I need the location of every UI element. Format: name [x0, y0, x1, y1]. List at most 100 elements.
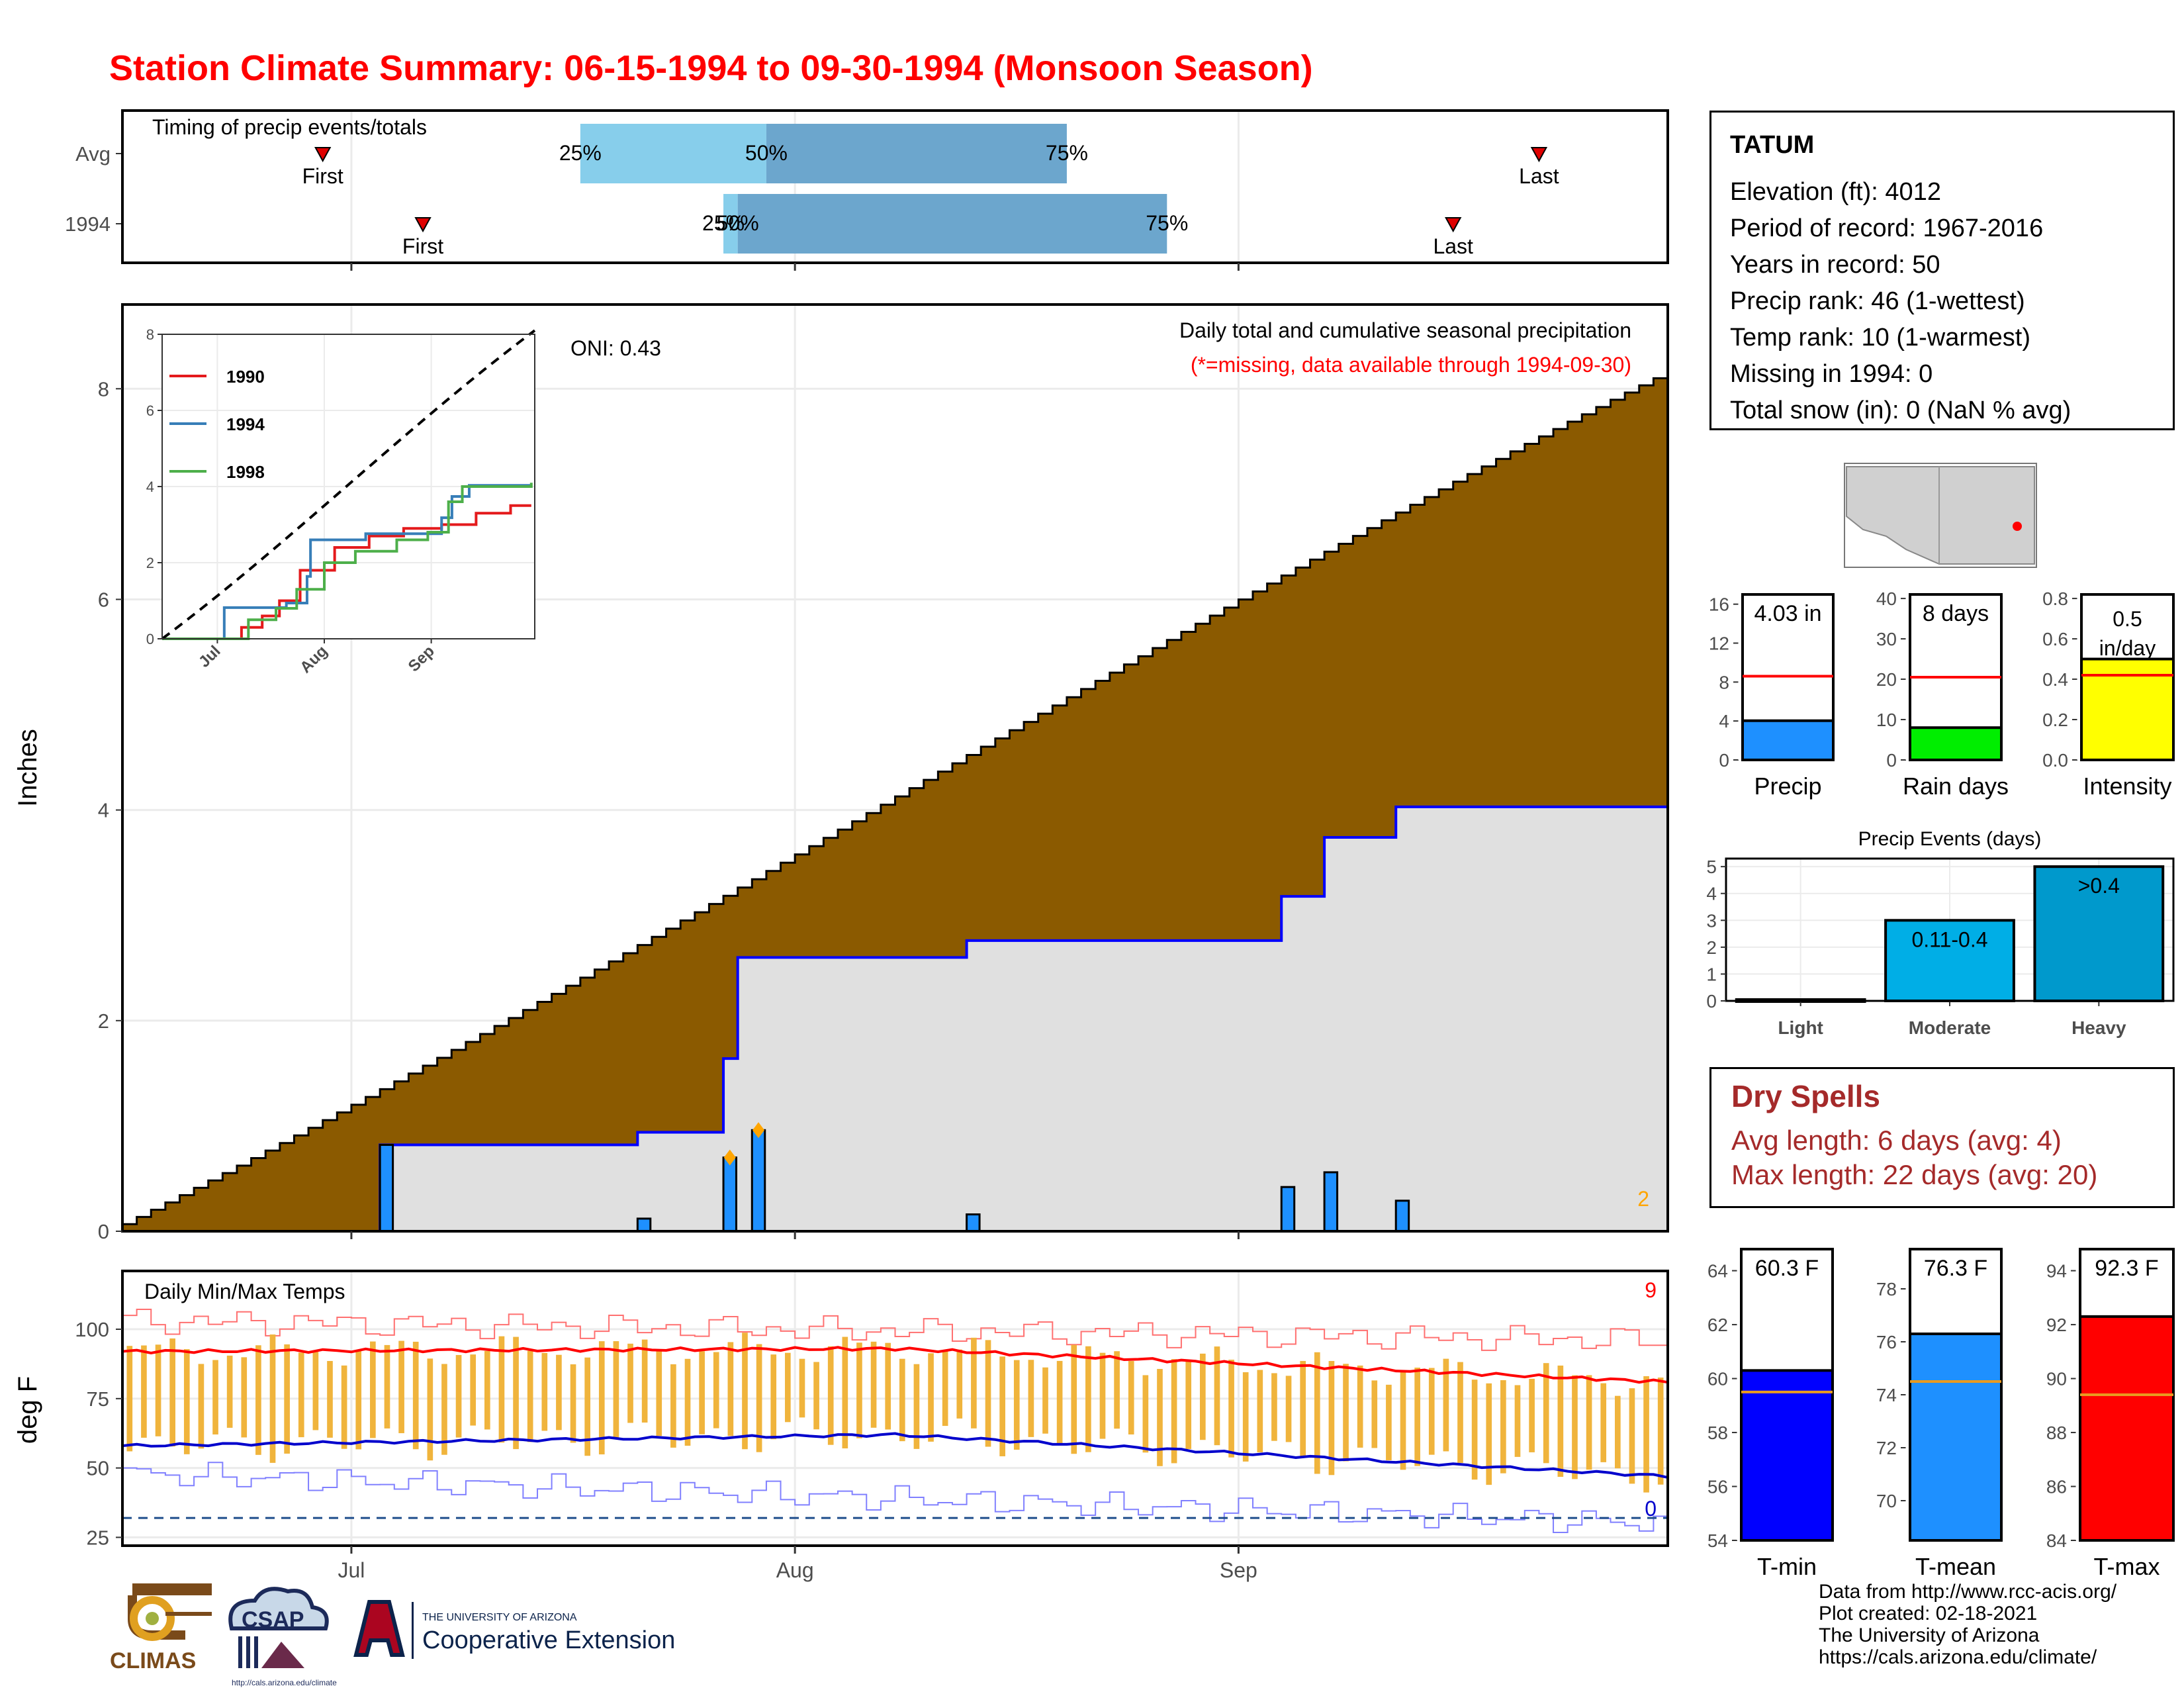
temp-range-bar: [1443, 1358, 1449, 1452]
temp-range-bar: [1171, 1359, 1177, 1464]
t-mean-ytick-label: 74: [1876, 1385, 1897, 1405]
timing-last-label: Last: [1433, 234, 1473, 258]
temp-range-bar: [298, 1352, 304, 1438]
location-map: [1844, 463, 2037, 568]
timing-last-marker: [1530, 147, 1548, 163]
t-min-ytick-label: 62: [1707, 1315, 1728, 1335]
cum-ytick-label: 0: [98, 1220, 109, 1243]
rain-days-chart: 0 10 20 30 40 8 days Rain days: [1876, 588, 2009, 800]
temp-range-bar: [1657, 1378, 1664, 1485]
intensity-ytick-label: 0.0: [2042, 750, 2068, 771]
temp-range-bar: [570, 1364, 576, 1443]
temp-range-bar: [613, 1341, 619, 1438]
timing-p50-label: 50%: [717, 211, 759, 235]
precip-events-chart: Precip Events (days) Light 0.11-0.4 Moderat…: [1706, 828, 2175, 1038]
temp-range-bar: [742, 1333, 748, 1450]
station-temp-rank: Temp rank: 10 (1-warmest): [1730, 324, 2031, 352]
temp-range-bar: [1486, 1383, 1492, 1485]
timing-p25-label: 25%: [702, 211, 745, 235]
observed-cumulative-line: [122, 805, 1668, 1233]
timing-last-label: Last: [1519, 164, 1559, 188]
timing-p50-label: 50%: [745, 141, 788, 165]
inset-ytick-label: 6: [146, 402, 154, 419]
inset-legend-label: 1994: [226, 414, 265, 434]
daily-precip-bar: [751, 1129, 766, 1233]
timing-frame: [121, 109, 1669, 264]
temp-range-bar: [370, 1341, 376, 1438]
temp-range-bar: [398, 1340, 404, 1434]
station-snow: Total snow (in): 0 (NaN % avg): [1730, 397, 2071, 424]
temp-range-bar: [1386, 1384, 1392, 1461]
climas-logo: CLIMAS: [110, 1583, 212, 1673]
cum-subtitle: (*=missing, data available through 1994-…: [1191, 353, 1631, 377]
precip-total-chart: 0 4 8 12 16 4.03 in Precip: [1709, 593, 1835, 800]
temp-range-bar: [541, 1352, 548, 1431]
t-min-xlabel: T-min: [1757, 1553, 1817, 1580]
temp-range-bar: [455, 1354, 462, 1438]
temp-title: Daily Min/Max Temps: [144, 1280, 345, 1303]
events-xtick-label: Light: [1778, 1017, 1823, 1038]
events-ytick-label: 4: [1706, 884, 1717, 904]
t-mean-value-label: 76.3 F: [1924, 1256, 1987, 1281]
csap-logo-url: http://cals.arizona.edu/climate: [232, 1678, 337, 1687]
intensity-ytick-label: 0.4: [2042, 669, 2068, 690]
inset-series-1998: [162, 483, 533, 640]
inset-avg-line: [161, 329, 536, 640]
inset-ytick-label: 4: [146, 479, 154, 495]
timing-title: Timing of precip events/totals: [152, 115, 427, 139]
inset-ytick-label: 8: [146, 326, 154, 343]
timing-row-label: 1994: [65, 212, 111, 236]
temp-range-bar: [355, 1350, 362, 1450]
temp-range-bar: [1600, 1383, 1607, 1462]
t-min-ytick-label: 54: [1707, 1530, 1728, 1551]
temp-range-bar: [1042, 1367, 1048, 1434]
timing-bar-lower: [580, 124, 766, 183]
temp-ytick-label: 75: [87, 1387, 109, 1411]
temp-range-bar: [1457, 1362, 1463, 1463]
temp-range-bar: [1285, 1376, 1292, 1442]
temp-range-bar: [470, 1354, 477, 1426]
daily-precip-bar: [1280, 1186, 1296, 1233]
intensity-ytick-label: 0.6: [2042, 629, 2068, 649]
temp-range-bar: [312, 1352, 319, 1430]
avg-cumulative-line: [121, 377, 1668, 1231]
ua-extension-text: Cooperative Extension: [422, 1626, 675, 1654]
station-years: Years in record: 50: [1730, 251, 1940, 279]
station-elevation: Elevation (ft): 4012: [1730, 178, 1941, 206]
cum-frame: [121, 303, 1669, 1233]
precip-flag-marker: [752, 1122, 765, 1139]
t-mean-xlabel: T-mean: [1915, 1553, 1996, 1580]
temp-range-bar: [1185, 1360, 1192, 1449]
credit-plot-date: Plot created: 02-18-2021: [1819, 1603, 2038, 1624]
t-max-ytick-label: 90: [2046, 1369, 2067, 1389]
rain-days-ytick-label: 20: [1876, 669, 1897, 690]
temp-range-bar: [141, 1345, 147, 1438]
timing-first-label: First: [402, 234, 443, 258]
timing-p75-label: 75%: [1146, 211, 1188, 235]
intensity-ytick-label: 0.2: [2042, 710, 2068, 730]
intensity-xlabel: Intensity: [2083, 773, 2171, 800]
logos: CLIMAS CSAP http://cals.arizona.edu/clim…: [110, 1583, 675, 1687]
t-min-ytick-label: 58: [1707, 1423, 1728, 1443]
t-mean-chart: 70 72 74 76 78 76.3 F T-mean: [1876, 1248, 2003, 1580]
dry-spells-heading: Dry Spells: [1731, 1079, 1880, 1113]
events-xtick-label: Moderate: [1909, 1017, 1991, 1038]
inset-legend-label: 1990: [226, 367, 265, 387]
page-title: Station Climate Summary: 06-15-1994 to 0…: [109, 48, 1313, 88]
daily-precip-bar: [379, 1144, 394, 1233]
temp-range-bar: [913, 1364, 920, 1449]
timing-p75-label: 75%: [1046, 141, 1088, 165]
t-max-xlabel: T-max: [2093, 1553, 2160, 1580]
rain-days-xlabel: Rain days: [1903, 773, 2009, 800]
temp-xtick-label: Jul: [338, 1558, 365, 1582]
temp-range-bar: [1157, 1368, 1163, 1466]
events-xtick-label: Heavy: [2071, 1017, 2126, 1038]
temp-range-bar: [1543, 1363, 1549, 1464]
precip-total-ytick-label: 4: [1719, 711, 1729, 731]
temp-range-bar: [1228, 1360, 1234, 1458]
rain-days-value-bar: [1909, 726, 2003, 761]
temp-range-bar: [1300, 1360, 1306, 1458]
precip-total-ytick-label: 0: [1719, 750, 1729, 771]
temp-range-bar: [727, 1342, 734, 1436]
